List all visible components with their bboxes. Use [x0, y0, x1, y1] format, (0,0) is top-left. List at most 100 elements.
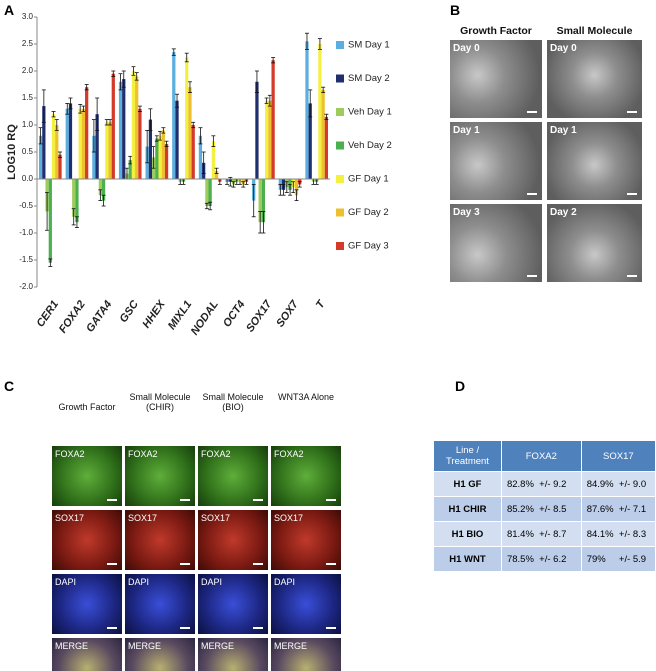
bar	[78, 108, 82, 179]
scale-bar	[107, 627, 117, 629]
y-tick-label: 0.5	[22, 147, 34, 156]
micrograph: DAPI	[271, 574, 341, 634]
bar	[158, 135, 162, 179]
bar	[261, 179, 266, 223]
error-bar	[267, 94, 272, 107]
y-tick-label: 2.0	[22, 66, 34, 75]
bar	[258, 179, 262, 223]
image-label: SOX17	[128, 513, 158, 523]
image-label: SOX17	[55, 513, 85, 523]
error-bar	[131, 66, 136, 76]
bar	[155, 138, 159, 179]
bar	[208, 179, 212, 206]
image-label: MERGE	[128, 641, 162, 651]
scale-bar	[180, 627, 190, 629]
error-bar	[284, 181, 289, 193]
error-bar	[111, 70, 116, 77]
bar	[185, 57, 189, 179]
bar	[81, 108, 86, 179]
table-cell: 84.9% +/- 9.0	[580, 471, 656, 497]
scale-bar	[326, 627, 336, 629]
table-row: H1 CHIR 85.2% +/- 8.5 87.6% +/- 7.1	[433, 496, 656, 522]
error-bar	[184, 52, 189, 63]
image-label: DAPI	[274, 577, 296, 587]
legend-swatch	[336, 141, 344, 150]
error-bar	[308, 89, 313, 118]
error-bar	[187, 81, 192, 93]
micrograph: Day 0	[547, 40, 642, 118]
error-bar	[164, 140, 169, 148]
image-label: SOX17	[274, 513, 304, 523]
scale-bar	[527, 111, 537, 113]
error-bar	[321, 86, 326, 93]
header-cell: Line / Treatment	[433, 440, 502, 472]
error-bar	[204, 202, 209, 210]
image-label: DAPI	[128, 577, 150, 587]
table-row: H1 GF 82.8% +/- 9.2 84.9% +/- 9.0	[433, 471, 656, 497]
panel-label: D	[455, 378, 466, 394]
x-tick-label: FOXA2	[57, 299, 88, 336]
error-bar	[148, 108, 153, 131]
bar	[268, 100, 272, 179]
table: Line / Treatment FOXA2 SOX17 H1 GF 82.8% +/-…	[433, 440, 656, 572]
error-bar	[271, 57, 276, 64]
x-tick-label: HHEX	[140, 298, 168, 330]
image-label: MERGE	[274, 641, 308, 651]
bar	[188, 87, 192, 179]
x-tick-label: SOX17	[244, 298, 275, 335]
legend-swatch	[336, 208, 344, 217]
micrograph: Day 0	[450, 40, 542, 118]
error-bar	[118, 73, 123, 91]
header-cell: SOX17	[580, 440, 656, 472]
error-bar	[171, 48, 176, 56]
legend-label: GF Day 2	[348, 207, 389, 218]
bar	[265, 100, 269, 179]
error-bar	[317, 38, 322, 50]
column-header: Small Molecule (CHIR)	[129, 392, 191, 412]
micrograph: FOXA2	[198, 446, 268, 506]
bar	[294, 179, 299, 196]
x-tick-label: NODAL	[189, 298, 221, 337]
table-cell: 84.1% +/- 8.3	[580, 521, 656, 547]
error-bar	[137, 105, 142, 112]
scale-bar	[326, 499, 336, 501]
table-cell: H1 CHIR	[433, 496, 502, 522]
bar	[108, 122, 112, 179]
micrograph: Day 1	[547, 122, 642, 200]
error-bar	[198, 127, 203, 145]
bar	[308, 103, 312, 179]
table-cell: 79% +/- 5.9	[580, 546, 656, 572]
error-bar	[214, 167, 219, 175]
error-bar	[161, 127, 166, 134]
bar	[138, 108, 142, 179]
table-cell: 78.5% +/- 6.2	[500, 546, 582, 572]
error-bar	[45, 192, 50, 231]
error-bar	[38, 127, 43, 145]
error-bar	[58, 151, 63, 158]
image-label: FOXA2	[274, 449, 304, 459]
micrograph: DAPI	[198, 574, 268, 634]
image-label: DAPI	[201, 577, 223, 587]
bar	[321, 89, 325, 179]
bar	[318, 44, 322, 179]
image-label: MERGE	[201, 641, 235, 651]
bar	[65, 108, 69, 179]
y-tick-label: 1.0	[22, 120, 34, 129]
x-tick-label: CER1	[34, 299, 61, 330]
legend-label: GF Day 1	[348, 174, 389, 185]
micrograph: MERGE	[52, 638, 122, 671]
legend-swatch	[336, 41, 344, 49]
error-bar	[231, 181, 236, 188]
error-bar	[281, 183, 286, 196]
bar	[98, 179, 102, 196]
table-cell: H1 GF	[433, 471, 502, 497]
error-bar	[54, 119, 59, 131]
y-tick-label: -0.5	[19, 201, 33, 210]
image-label: Day 3	[453, 207, 480, 218]
error-bar	[151, 146, 156, 169]
table-cell: 81.4% +/- 8.7	[500, 521, 582, 547]
error-bar	[84, 84, 89, 91]
micrograph: SOX17	[271, 510, 341, 570]
bar	[122, 79, 126, 179]
scale-bar	[527, 275, 537, 277]
